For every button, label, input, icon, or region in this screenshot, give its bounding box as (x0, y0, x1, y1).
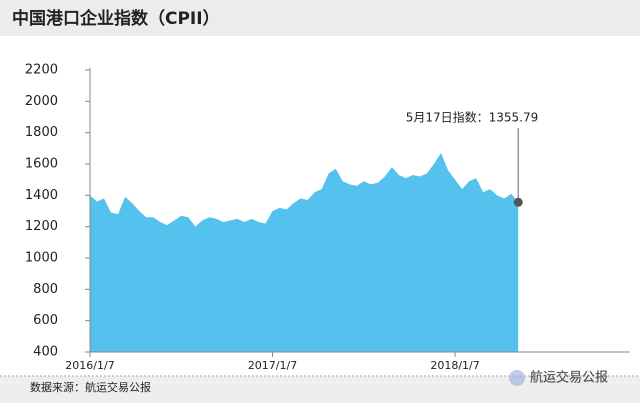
y-tick-label: 1600 (25, 157, 58, 172)
x-tick-label: 2016/1/7 (65, 359, 114, 372)
area (90, 153, 519, 352)
y-tick-label: 400 (33, 345, 58, 360)
footer-bar (0, 376, 640, 403)
source: 数据来源：航运交易公报 (30, 380, 151, 394)
x-tick-label: 2018/1/7 (430, 359, 479, 372)
watermark-icon (509, 370, 525, 386)
y-tick-label: 1200 (25, 219, 58, 234)
last-point (513, 197, 523, 207)
y-tick-label: 2000 (25, 94, 58, 109)
chart-title: 中国港口企业指数（CPII） (12, 8, 220, 29)
x-tick-label: 2017/1/7 (248, 359, 297, 372)
title-bar (0, 0, 640, 36)
y-tick-label: 1400 (25, 188, 58, 203)
y-tick-label: 1800 (25, 125, 58, 140)
annotation: 5月17日指数：1355.79 (406, 110, 539, 125)
watermark: 航运交易公报 (530, 370, 608, 386)
y-tick-label: 600 (33, 313, 58, 328)
y-tick-label: 2200 (25, 63, 58, 78)
y-tick-label: 800 (33, 282, 58, 297)
y-tick-label: 1000 (25, 251, 58, 266)
